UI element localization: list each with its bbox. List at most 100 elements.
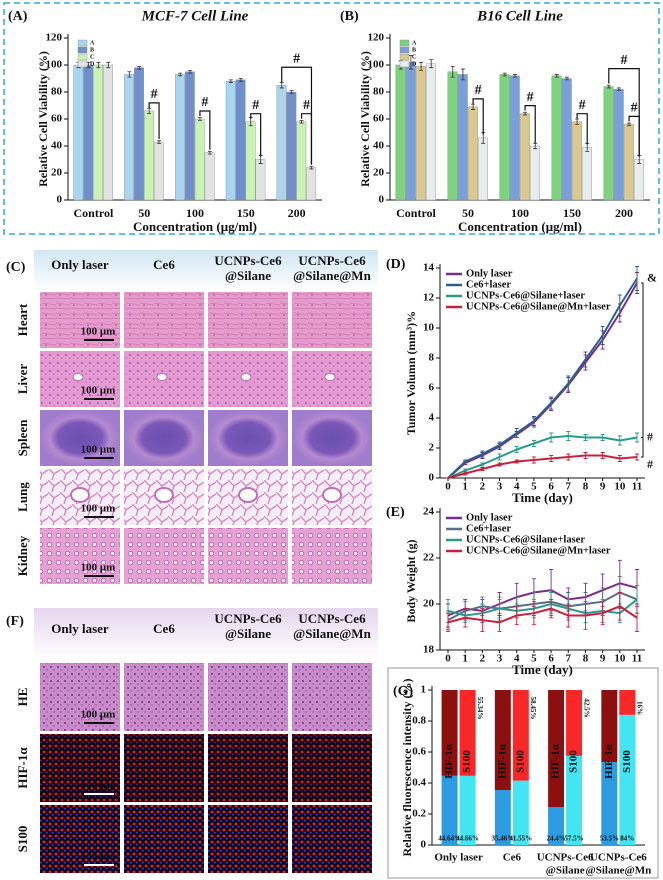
value-label: 44.66%	[456, 835, 479, 843]
error-bar	[502, 72, 507, 77]
bar	[225, 80, 236, 201]
bar-segment	[512, 780, 529, 845]
legend-swatch	[399, 46, 410, 54]
x-tick-label: 150	[563, 206, 581, 220]
series-line	[447, 591, 638, 621]
micrograph	[292, 734, 372, 802]
error-bar	[309, 165, 314, 170]
y-tick-label: 0	[421, 839, 427, 851]
bar-segment	[548, 690, 565, 808]
x-tick-label: 9	[600, 481, 606, 493]
bar	[255, 159, 266, 201]
bar	[581, 147, 592, 201]
chart-title: MCF-7 Cell Line	[141, 8, 249, 24]
micrograph	[124, 734, 204, 802]
x-tick-label: 3	[497, 481, 503, 493]
bar	[194, 118, 205, 201]
micrograph	[40, 663, 120, 731]
value-label: 84%	[620, 835, 634, 843]
bar	[276, 85, 287, 201]
significance-mark: #	[579, 98, 586, 113]
bar	[204, 152, 215, 201]
error-bar	[471, 103, 476, 110]
legend-swatch	[399, 39, 410, 47]
row-label: Liver	[15, 364, 30, 395]
legend-label: B	[90, 47, 94, 53]
micrograph	[40, 410, 120, 466]
x-tick-label: 1	[462, 481, 468, 493]
airway	[70, 487, 90, 503]
error-bar	[96, 61, 101, 69]
x-tick-label: 3	[497, 653, 503, 665]
error-bar	[188, 70, 193, 74]
x-tick-label: 10	[614, 481, 626, 493]
x-tick-label: @Silane@Mn	[586, 865, 652, 877]
legend-label: B	[412, 47, 416, 53]
column-header: UCNPs-Ce6	[214, 253, 282, 268]
significance-mark: #	[647, 457, 653, 471]
value-label: 35.46%	[491, 835, 514, 843]
x-tick-label: 150	[237, 206, 255, 220]
y-tick-label: 8	[429, 352, 435, 364]
column-header: @Silane@Mn	[293, 268, 371, 283]
panel-label: (B)	[340, 9, 359, 24]
y-tick-label: 2	[429, 442, 435, 454]
error-bar	[178, 72, 183, 77]
row-label: Lung	[15, 482, 30, 512]
error-bar	[106, 61, 111, 69]
scale-bar-label: 100 μm	[81, 385, 116, 397]
bar	[519, 113, 530, 201]
legend-label: UCNPs-Ce6@Silane@Mn+laser	[466, 545, 611, 556]
y-tick-label: 80	[51, 86, 63, 98]
column-header: @Silane	[225, 626, 271, 641]
x-tick-label: 11	[632, 653, 642, 665]
significance-mark: #	[647, 429, 653, 443]
column-header: UCNPs-Ce6	[214, 611, 282, 626]
panel-label: (E)	[386, 505, 405, 520]
error-bar	[429, 59, 434, 69]
series-line	[447, 434, 638, 479]
bar	[286, 91, 297, 201]
micrograph	[292, 528, 372, 584]
y-tick-label: 20	[373, 167, 385, 179]
series-line	[447, 277, 638, 479]
legend-swatch	[77, 53, 88, 61]
chart-title: B16 Cell Line	[476, 8, 563, 24]
vessel	[240, 373, 252, 381]
significance-mark: &	[647, 270, 657, 284]
micrograph	[208, 805, 288, 873]
x-tick-label: Only laser	[434, 852, 483, 864]
micrograph	[40, 292, 120, 348]
micrograph	[292, 663, 372, 731]
x-tick-label: 5	[531, 481, 537, 493]
value-label: 58.45%	[529, 697, 537, 720]
y-tick-label: 18	[423, 644, 435, 656]
y-tick-label: 10	[423, 322, 435, 334]
value-label: 41.55%	[509, 835, 532, 843]
x-tick-label: 8	[583, 481, 589, 493]
panel-label: (A)	[8, 9, 28, 24]
bar	[551, 75, 562, 201]
significance-bracket	[281, 66, 313, 165]
y-tick-label: 120	[368, 32, 385, 44]
error-bar	[197, 117, 202, 121]
significance-mark: #	[475, 83, 482, 98]
y-tick-label: 40	[373, 140, 385, 152]
error-bar	[450, 65, 455, 78]
legend-label: Only laser	[466, 512, 513, 523]
bar-segment	[441, 690, 458, 776]
significance-mark: #	[621, 53, 628, 68]
y-tick-label: 60	[51, 113, 63, 125]
stack-name: S100	[461, 750, 473, 773]
bar-segment	[441, 775, 458, 845]
error-bar	[289, 90, 294, 94]
bar	[395, 64, 406, 201]
error-bar	[238, 78, 243, 82]
x-tick-label: @Silane	[546, 865, 585, 877]
y-axis-title: Tumor Volumn (mm³)%	[404, 311, 418, 435]
row-label: S100	[15, 826, 30, 853]
vessel	[156, 373, 168, 381]
x-axis-title: Concentration (μg/ml)	[133, 219, 257, 234]
bar	[83, 64, 94, 201]
